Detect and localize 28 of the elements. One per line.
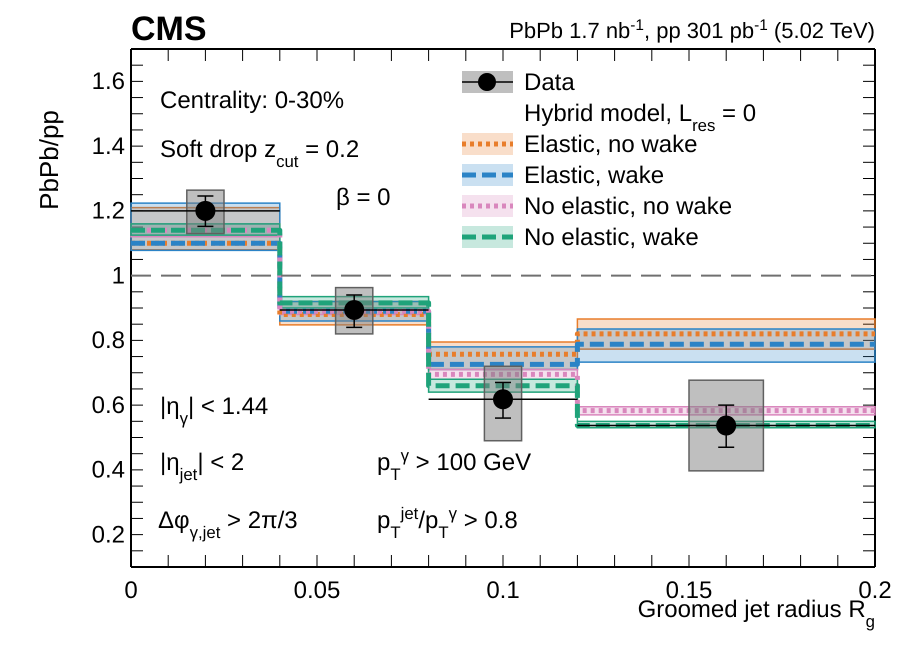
legend-label: Elastic, wake xyxy=(524,162,664,189)
annotation: |η$_{γ}$| < 1.44 xyxy=(160,393,268,428)
y-tick-label: 0.4 xyxy=(92,456,125,484)
legend-label: Data xyxy=(524,69,576,96)
chart-title: CMS xyxy=(131,10,207,48)
y-tick-label: 0.8 xyxy=(92,327,125,354)
annotation: β = 0 xyxy=(336,184,391,211)
annotation: p$_{T}$$^{jet}$/p$_{T}$$^{γ}$ > 0.8 xyxy=(377,504,518,542)
x-tick-label: 0.05 xyxy=(294,577,340,604)
y-tick-label: 1 xyxy=(112,262,125,290)
annotation: Soft drop z$_{cut}$ = 0.2 xyxy=(160,136,360,170)
y-tick-label: 1.6 xyxy=(92,68,125,96)
x-tick-label: 0.15 xyxy=(666,577,712,604)
annotation: Centrality: 0-30% xyxy=(160,87,344,114)
y-tick-label: 1.4 xyxy=(92,132,125,160)
point xyxy=(716,416,736,436)
legend-label: No elastic, no wake xyxy=(524,193,732,220)
legend-label: No elastic, wake xyxy=(524,224,699,251)
y-axis-title: PbPb/pp xyxy=(34,110,64,210)
annotation: p$_{T}$$^{γ}$ > 100 GeV xyxy=(377,446,532,484)
annotation: Δφ$_{γ,jet}$ > 2π/3 xyxy=(158,507,298,542)
x-tick-label: 0.1 xyxy=(486,577,520,604)
annotation: |η$_{jet}$| < 2 xyxy=(160,449,244,484)
y-tick-label: 1.2 xyxy=(92,198,125,225)
y-tick-label: 0.6 xyxy=(92,392,125,419)
x-tick-label: 0 xyxy=(124,577,138,604)
y-tick-label: 0.2 xyxy=(92,521,125,548)
chart-subtitle: PbPb 1.7 nb$^{-1}$, pp 301 pb$^{-1}$ (5.02 TeV) xyxy=(509,16,875,43)
